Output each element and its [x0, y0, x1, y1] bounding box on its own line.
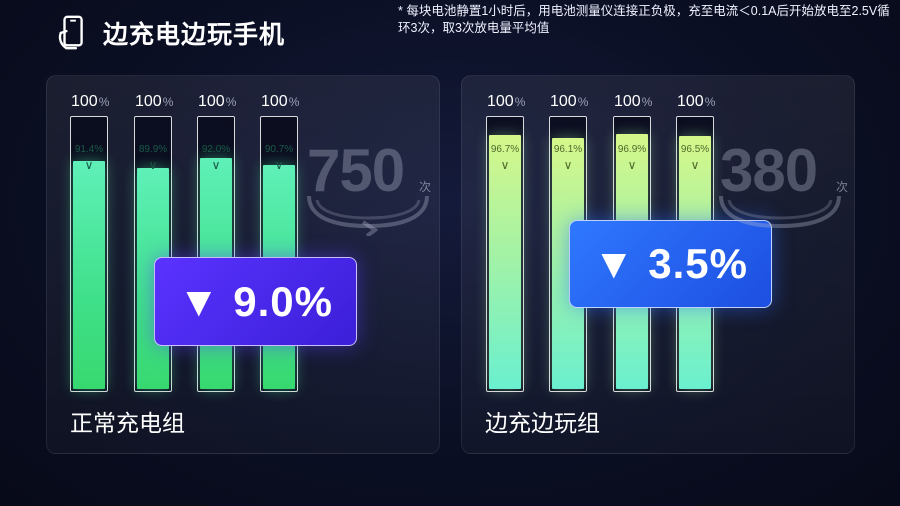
cycle-arrow-icon: [307, 195, 429, 236]
full-capacity-value: 100: [261, 93, 288, 110]
battery-bar-frame: [486, 116, 524, 392]
battery-bar: 92.0% ∨: [197, 116, 235, 392]
footnote: * 每块电池静置1小时后，用电池测量仪连接正负极，充至电流＜0.1A后开始放电至…: [398, 4, 890, 35]
full-capacity-value: 100: [550, 93, 577, 110]
full-capacity-unit: %: [704, 95, 716, 109]
chevron-down-icon: ∨: [274, 158, 284, 172]
battery-bar: 96.7% ∨: [486, 116, 524, 392]
full-capacity-unit: %: [225, 95, 237, 109]
battery-bar-fill: [489, 135, 521, 389]
chevron-down-icon: ∨: [148, 158, 158, 172]
bar-value-label: 91.4%: [74, 144, 104, 155]
full-capacity-unit: %: [641, 95, 653, 109]
full-capacity-unit: %: [514, 95, 526, 109]
full-capacity-label: 100%: [261, 93, 299, 111]
full-capacity-unit: %: [577, 95, 589, 109]
header: 边充电边玩手机: [55, 14, 285, 52]
full-capacity-value: 100: [677, 93, 704, 110]
bar-value-label: 89.9%: [138, 144, 168, 155]
full-capacity-value: 100: [487, 93, 514, 110]
full-capacity-label: 100%: [487, 93, 525, 111]
chevron-down-icon: ∨: [211, 158, 221, 172]
full-capacity-unit: %: [98, 95, 110, 109]
cycle-unit-normal: 次: [419, 180, 432, 194]
phone-in-hand-icon: [58, 15, 83, 50]
bar-value-label: 96.5%: [680, 144, 710, 155]
page-title: 边充电边玩手机: [103, 21, 286, 49]
full-capacity-label: 100%: [614, 93, 652, 111]
bar-value-label: 96.1%: [553, 144, 583, 155]
full-capacity-label: 100%: [135, 93, 173, 111]
chevron-down-icon: ∨: [84, 158, 94, 172]
cycle-count-normal: 750: [307, 137, 405, 204]
battery-bar-frame: [134, 116, 172, 392]
bar-value-label: 96.7%: [490, 144, 520, 155]
cycle-unit-play: 次: [836, 180, 849, 194]
full-capacity-label: 100%: [71, 93, 109, 111]
chevron-down-icon: ∨: [500, 158, 510, 172]
battery-bar: 91.4% ∨: [70, 116, 108, 392]
battery-bar: 90.7% ∨: [260, 116, 298, 392]
cycle-arrow-icon: [719, 195, 841, 229]
bar-value-label: 90.7%: [264, 144, 294, 155]
battery-bar: 89.9% ∨: [134, 116, 172, 392]
full-capacity-label: 100%: [677, 93, 715, 111]
chevron-down-icon: ∨: [627, 158, 637, 172]
chevron-down-icon: ∨: [563, 158, 573, 172]
bar-value-label: 92.0%: [201, 144, 231, 155]
full-capacity-value: 100: [198, 93, 225, 110]
full-capacity-label: 100%: [550, 93, 588, 111]
group-label-play: 边充边玩组: [485, 410, 600, 436]
battery-bar-fill: [73, 161, 105, 389]
full-capacity-unit: %: [288, 95, 300, 109]
full-capacity-unit: %: [162, 95, 174, 109]
bar-value-label: 96.9%: [617, 144, 647, 155]
group-label-normal: 正常充电组: [70, 410, 185, 436]
battery-bar-frame: [70, 116, 108, 392]
capacity-drop-badge-play: ▼ 3.5%: [569, 220, 772, 308]
full-capacity-value: 100: [614, 93, 641, 110]
full-capacity-value: 100: [135, 93, 162, 110]
capacity-drop-badge-normal: ▼ 9.0%: [154, 257, 357, 346]
full-capacity-label: 100%: [198, 93, 236, 111]
chevron-down-icon: ∨: [690, 158, 700, 172]
full-capacity-value: 100: [71, 93, 98, 110]
cycle-count-play: 380: [720, 137, 818, 204]
